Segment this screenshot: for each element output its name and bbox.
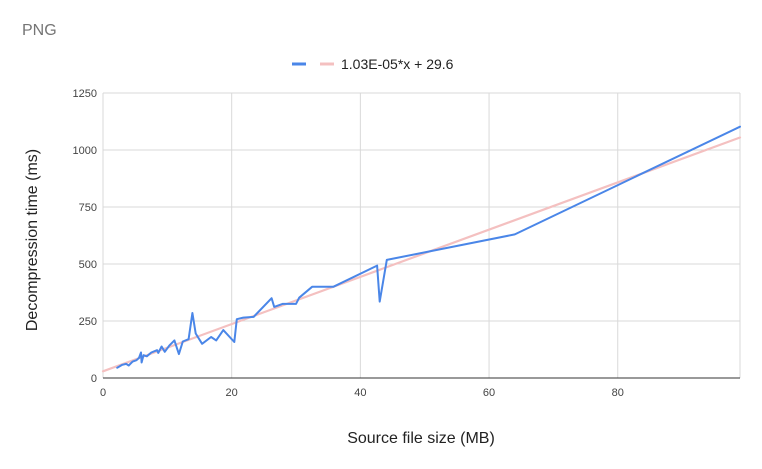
y-tick-labels: 0 250 500 750 1000 1250 [73, 88, 97, 385]
x-tick-label-60: 60 [483, 387, 495, 399]
x-tick-labels: 0 20 40 60 80 [100, 387, 624, 399]
x-tick-label-0: 0 [100, 387, 106, 399]
x-tick-label-40: 40 [354, 387, 366, 399]
gridlines [102, 92, 741, 378]
y-axis-label: Decompression time (ms) [24, 149, 41, 331]
series-line-decompression-time [116, 125, 741, 369]
y-tick-label-1000: 1000 [73, 145, 97, 157]
y-tick-label-250: 250 [79, 316, 97, 328]
series-layer [101, 125, 742, 373]
x-tick-label-20: 20 [226, 387, 238, 399]
x-tick-label-80: 80 [612, 387, 624, 399]
y-tick-label-0: 0 [91, 373, 97, 385]
y-tick-label-500: 500 [79, 259, 97, 271]
y-tick-label-1250: 1250 [73, 88, 97, 100]
x-axis-label: Source file size (MB) [347, 430, 495, 447]
chart-title: PNG [22, 22, 57, 39]
legend-label-trendline: 1.03E-05*x + 29.6 [341, 56, 454, 72]
legend: 1.03E-05*x + 29.6 [292, 56, 454, 72]
y-tick-label-750: 750 [79, 202, 97, 214]
